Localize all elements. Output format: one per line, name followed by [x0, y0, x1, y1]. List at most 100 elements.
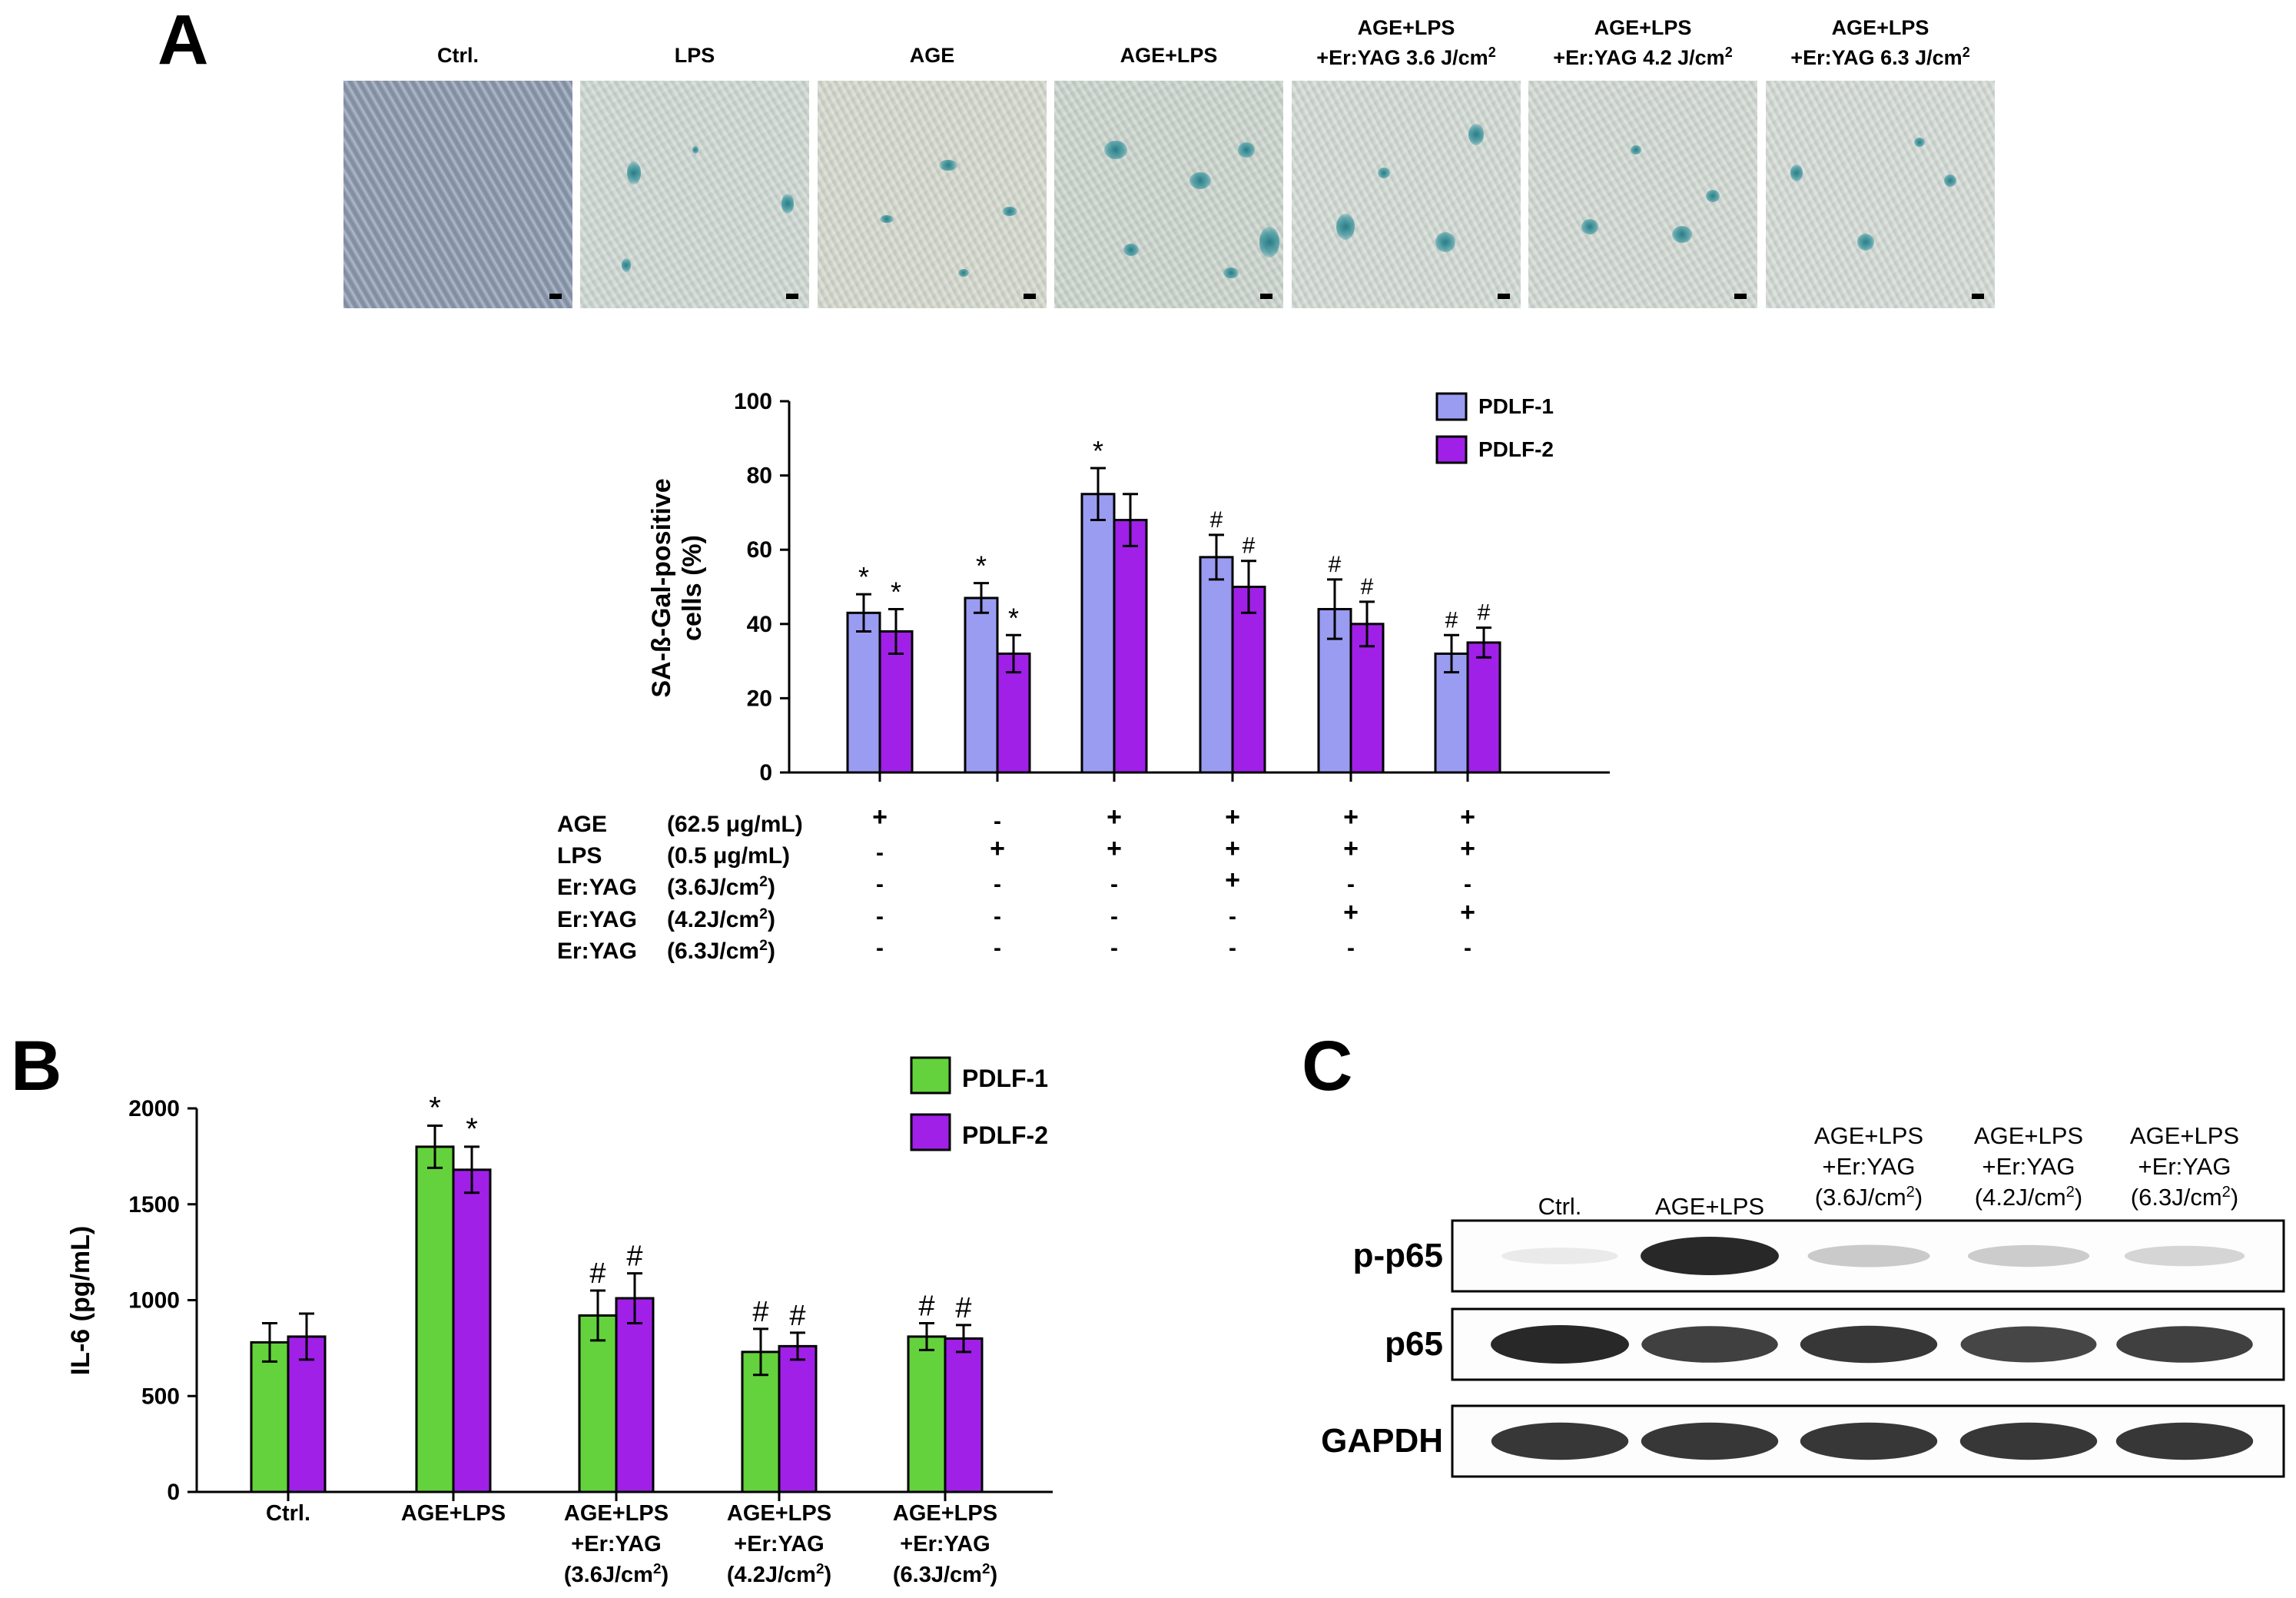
treatment-mark: + [1343, 834, 1359, 863]
bar-pdlf-1 [846, 611, 881, 774]
legend-swatch [1435, 435, 1468, 464]
treatment-agent: Er:YAG [557, 907, 637, 932]
x-category-label: Ctrl. [266, 1501, 310, 1526]
micrograph-label: AGE+LPS +Er:YAG 6.3 J/cm2 [1750, 15, 2010, 70]
treatment-dose: (6.3J/cm2) [667, 937, 775, 964]
significance-mark: * [891, 576, 901, 607]
legend-swatch [910, 1113, 951, 1151]
lane-label: AGE+LPS [1655, 1193, 1764, 1220]
bar-pdlf-2 [1231, 586, 1266, 774]
treatment-dose: (0.5 μg/mL) [667, 843, 790, 869]
stained-cell [1189, 172, 1211, 189]
blot-band [1641, 1237, 1779, 1275]
stained-cell [880, 215, 894, 223]
treatment-mark: - [1229, 904, 1236, 929]
stained-cell [627, 161, 641, 184]
blot-band [1959, 1422, 2098, 1460]
stained-cell [939, 160, 957, 171]
treatment-mark: + [1343, 802, 1359, 832]
significance-mark: * [976, 550, 987, 582]
significance-mark: # [626, 1241, 642, 1273]
stained-cell [1790, 164, 1803, 181]
stained-cell [1123, 244, 1139, 256]
stained-cell [1672, 226, 1692, 243]
treatment-mark: - [1464, 935, 1471, 961]
x-category-label: +Er:YAG [734, 1532, 824, 1556]
stained-cell [958, 269, 969, 277]
blot-band [1491, 1325, 1629, 1364]
significance-mark: # [1329, 552, 1342, 577]
lane-label: AGE+LPS [2130, 1122, 2239, 1149]
scale-bar [1972, 294, 1984, 299]
significance-mark: * [466, 1112, 478, 1146]
scale-bar [1024, 294, 1036, 299]
stained-cell [1706, 190, 1720, 202]
treatment-mark: + [1460, 834, 1475, 863]
micrograph-label-line: AGE+LPS [1357, 16, 1455, 39]
lane-label: Ctrl. [1538, 1193, 1582, 1220]
significance-mark: * [858, 561, 869, 593]
treatment-mark: + [1107, 834, 1122, 863]
stained-cell [1944, 174, 1956, 187]
y-tick-label: 500 [141, 1384, 180, 1409]
treatment-agent: Er:YAG [557, 875, 637, 900]
blot-band [1800, 1422, 1938, 1460]
significance-mark: # [1445, 607, 1458, 633]
x-category-label: +Er:YAG [571, 1532, 661, 1556]
treatment-mark: + [1225, 802, 1240, 832]
scale-bar [549, 294, 562, 299]
micrograph-image [1528, 81, 1757, 308]
treatment-mark: - [994, 872, 1001, 897]
treatment-mark: + [990, 834, 1005, 863]
lane-label: (6.3J/cm2) [2131, 1184, 2238, 1211]
significance-mark: # [918, 1290, 934, 1322]
micrograph-image [580, 81, 809, 308]
stained-cell [692, 146, 698, 154]
significance-mark: # [752, 1296, 768, 1328]
y-tick-label: 1000 [128, 1288, 180, 1314]
stained-cell [1104, 141, 1127, 159]
treatment-mark: - [1229, 935, 1236, 961]
lane-label: +Er:YAG [2138, 1153, 2231, 1180]
y-tick-label: 0 [167, 1480, 180, 1505]
treatment-dose: (62.5 μg/mL) [667, 812, 803, 837]
y-tick-label: 20 [747, 686, 772, 711]
micrograph-image [1766, 81, 1995, 308]
blot-row-label: GAPDH [1321, 1422, 1443, 1460]
bar-pdlf-2 [1113, 519, 1148, 774]
lane-label: AGE+LPS [1814, 1122, 1923, 1149]
bar-pdlf-1 [964, 596, 999, 774]
significance-mark: * [429, 1091, 441, 1125]
bar-pdlf-1 [578, 1314, 618, 1493]
bar-pdlf-2 [944, 1337, 984, 1493]
legend-swatch [910, 1056, 951, 1095]
treatment-mark: - [876, 840, 884, 865]
micrograph-label-line: +Er:YAG 3.6 J/cm2 [1316, 45, 1496, 69]
micrograph-label: Ctrl. [328, 43, 588, 68]
stained-cell [1336, 214, 1355, 240]
legend-label: PDLF-1 [962, 1065, 1048, 1092]
micrograph-label: AGE+LPS [1039, 43, 1299, 68]
bar-pdlf-1 [1080, 493, 1116, 774]
treatment-mark: - [1110, 872, 1118, 897]
treatment-mark: + [1107, 802, 1122, 832]
micrograph-image [818, 81, 1047, 308]
blot-row-label: p65 [1385, 1325, 1443, 1363]
micrograph-label-line: AGE [909, 44, 955, 67]
x-category-label: AGE+LPS [727, 1501, 831, 1526]
stained-cell [1468, 124, 1484, 145]
y-axis-label: cells (%) [678, 535, 707, 641]
x-category-label: (3.6J/cm2) [564, 1560, 669, 1587]
significance-mark: * [1008, 602, 1019, 633]
significance-mark: # [955, 1292, 971, 1324]
treatment-mark: + [1460, 802, 1475, 832]
x-category-label: AGE+LPS [564, 1501, 669, 1526]
bar-pdlf-1 [1199, 556, 1234, 774]
micrograph-image [1292, 81, 1521, 308]
treatment-agent: LPS [557, 843, 602, 869]
blot-band [2116, 1326, 2253, 1363]
treatment-mark: - [994, 809, 1001, 834]
significance-mark: # [1361, 574, 1374, 600]
significance-mark: # [789, 1300, 805, 1332]
